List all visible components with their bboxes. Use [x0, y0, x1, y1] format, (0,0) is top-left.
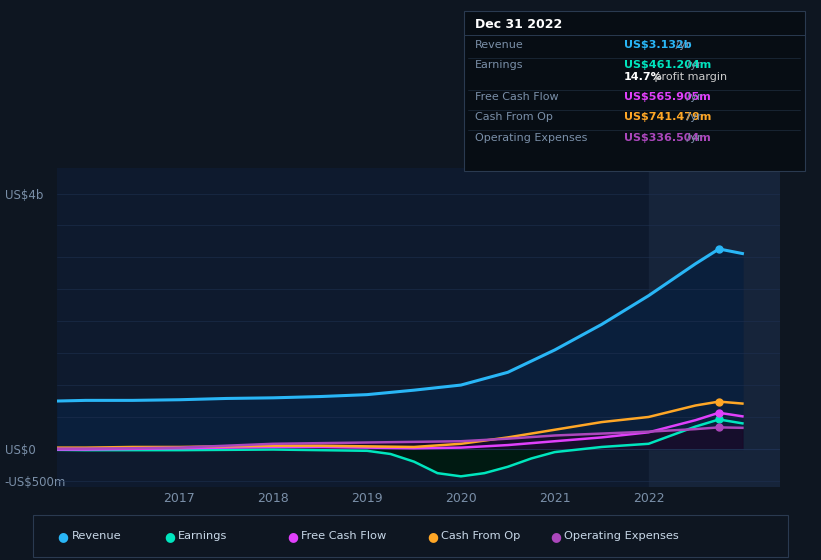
Text: Cash From Op: Cash From Op [475, 113, 553, 123]
Text: Earnings: Earnings [178, 531, 227, 541]
Text: Free Cash Flow: Free Cash Flow [475, 92, 558, 102]
Text: Dec 31 2022: Dec 31 2022 [475, 18, 562, 31]
Text: Earnings: Earnings [475, 60, 523, 70]
Text: /yr: /yr [683, 60, 701, 70]
Text: ●: ● [164, 530, 175, 543]
Text: /yr: /yr [683, 113, 701, 123]
Text: US$336.504m: US$336.504m [624, 133, 711, 143]
Text: /yr: /yr [683, 92, 701, 102]
Text: US$3.132b: US$3.132b [624, 40, 691, 50]
Text: Operating Expenses: Operating Expenses [564, 531, 679, 541]
Text: profit margin: profit margin [650, 72, 727, 82]
Text: US$565.905m: US$565.905m [624, 92, 711, 102]
Text: Revenue: Revenue [475, 40, 523, 50]
Text: Revenue: Revenue [71, 531, 121, 541]
Text: Operating Expenses: Operating Expenses [475, 133, 587, 143]
Text: Cash From Op: Cash From Op [441, 531, 521, 541]
Text: 14.7%: 14.7% [624, 72, 663, 82]
Text: ●: ● [57, 530, 68, 543]
Text: US$461.204m: US$461.204m [624, 60, 711, 70]
Text: Free Cash Flow: Free Cash Flow [301, 531, 387, 541]
Text: /yr: /yr [683, 133, 701, 143]
Text: ●: ● [287, 530, 298, 543]
Text: ●: ● [427, 530, 438, 543]
Text: US$741.479m: US$741.479m [624, 113, 711, 123]
Bar [649, 168, 780, 487]
Text: /yr: /yr [672, 40, 690, 50]
Text: ●: ● [550, 530, 561, 543]
